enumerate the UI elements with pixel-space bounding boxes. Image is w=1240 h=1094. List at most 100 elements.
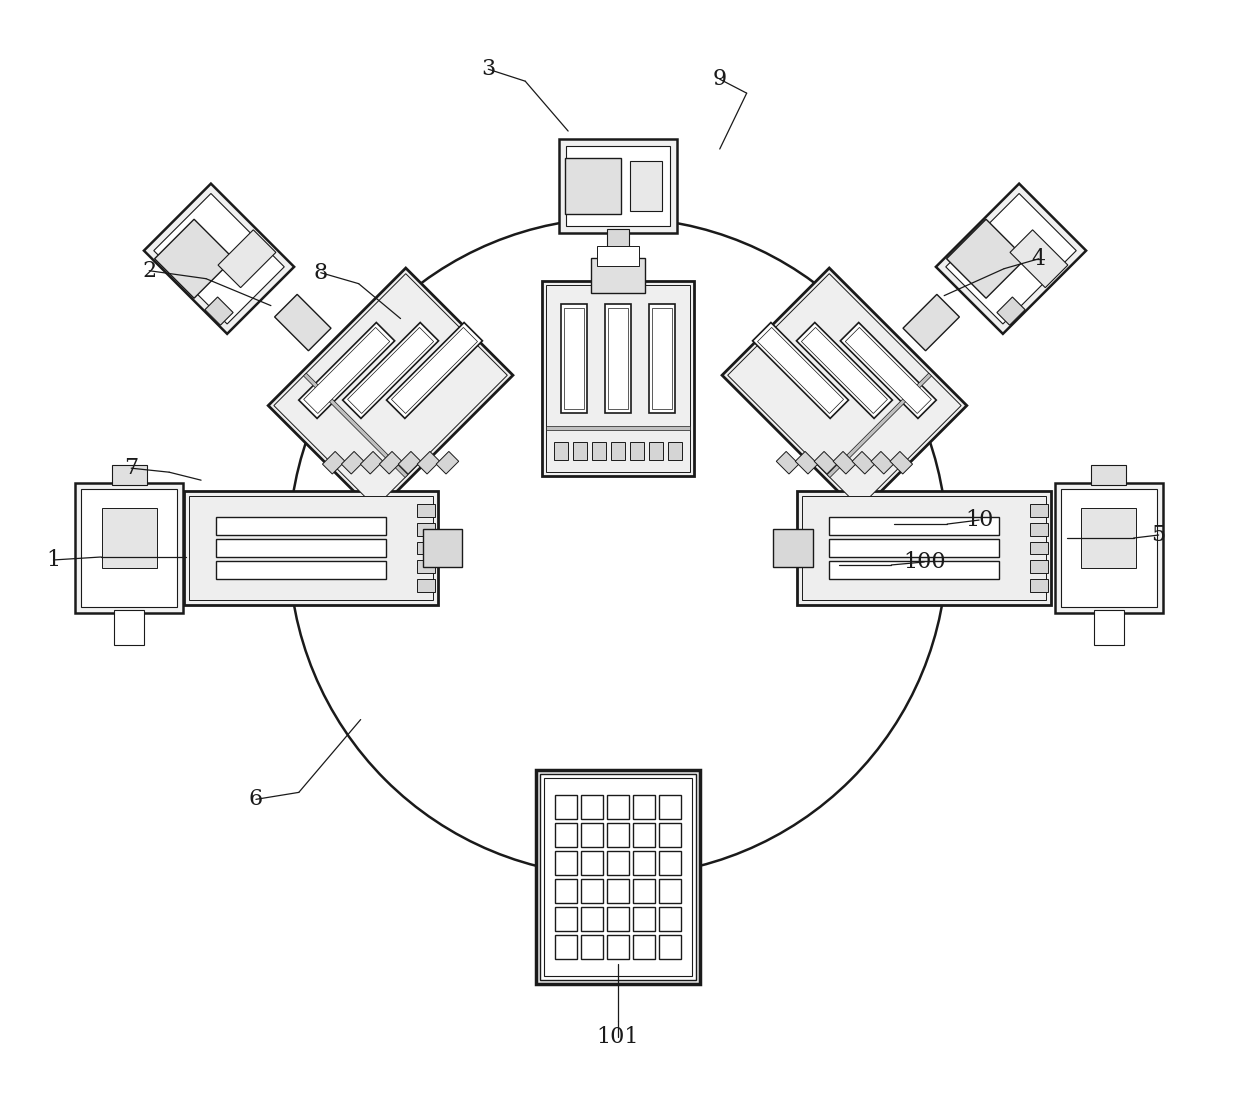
Text: 6: 6	[249, 789, 263, 811]
Polygon shape	[801, 327, 888, 414]
Polygon shape	[556, 880, 577, 903]
Polygon shape	[630, 442, 644, 459]
Polygon shape	[361, 452, 383, 474]
Polygon shape	[539, 773, 697, 980]
Polygon shape	[82, 489, 177, 607]
Polygon shape	[946, 194, 1076, 324]
Polygon shape	[114, 610, 144, 645]
Text: 101: 101	[596, 1026, 640, 1048]
Polygon shape	[946, 219, 1025, 299]
Polygon shape	[591, 442, 606, 459]
Polygon shape	[1081, 508, 1136, 568]
Polygon shape	[830, 561, 999, 579]
Polygon shape	[392, 327, 477, 414]
Polygon shape	[304, 327, 389, 414]
Polygon shape	[632, 907, 655, 931]
Polygon shape	[546, 286, 689, 472]
Polygon shape	[608, 230, 629, 247]
Text: 9: 9	[713, 68, 727, 90]
Text: 4: 4	[1032, 247, 1047, 270]
Polygon shape	[632, 935, 655, 959]
Polygon shape	[556, 824, 577, 847]
Polygon shape	[556, 935, 577, 959]
Polygon shape	[567, 146, 670, 226]
Text: 2: 2	[143, 259, 156, 281]
Polygon shape	[758, 327, 843, 414]
Polygon shape	[802, 496, 1047, 601]
Polygon shape	[797, 490, 1052, 605]
Polygon shape	[582, 824, 603, 847]
Polygon shape	[596, 246, 639, 266]
Polygon shape	[436, 452, 459, 474]
Polygon shape	[554, 442, 568, 459]
Polygon shape	[582, 935, 603, 959]
Text: 10: 10	[965, 509, 993, 531]
Polygon shape	[997, 296, 1025, 325]
Polygon shape	[417, 580, 435, 592]
Polygon shape	[559, 139, 677, 233]
Polygon shape	[608, 880, 629, 903]
Polygon shape	[1094, 610, 1123, 645]
Polygon shape	[608, 935, 629, 959]
Polygon shape	[542, 281, 694, 476]
Polygon shape	[1091, 465, 1126, 485]
Polygon shape	[852, 452, 874, 474]
Text: 5: 5	[1152, 524, 1166, 546]
Polygon shape	[1030, 560, 1048, 573]
Polygon shape	[564, 307, 584, 409]
Polygon shape	[753, 323, 848, 418]
Polygon shape	[649, 304, 675, 414]
Polygon shape	[562, 304, 587, 414]
Polygon shape	[630, 161, 662, 211]
Polygon shape	[608, 851, 629, 875]
Polygon shape	[218, 230, 275, 288]
Polygon shape	[582, 907, 603, 931]
Polygon shape	[652, 307, 672, 409]
Polygon shape	[632, 824, 655, 847]
Text: 100: 100	[903, 551, 946, 573]
Polygon shape	[903, 294, 960, 351]
Polygon shape	[417, 503, 435, 516]
Polygon shape	[274, 294, 331, 351]
Polygon shape	[658, 795, 681, 819]
Polygon shape	[556, 851, 577, 875]
Text: 8: 8	[314, 261, 327, 283]
Polygon shape	[890, 452, 913, 474]
Text: 7: 7	[124, 457, 139, 479]
Polygon shape	[546, 426, 689, 430]
Polygon shape	[543, 778, 692, 977]
Polygon shape	[841, 323, 936, 418]
Polygon shape	[379, 452, 402, 474]
Polygon shape	[830, 539, 999, 557]
Polygon shape	[565, 158, 621, 213]
Polygon shape	[573, 442, 587, 459]
Polygon shape	[76, 484, 184, 613]
Polygon shape	[417, 452, 440, 474]
Polygon shape	[632, 851, 655, 875]
Polygon shape	[188, 496, 433, 601]
Polygon shape	[936, 184, 1086, 334]
Polygon shape	[274, 274, 507, 508]
Polygon shape	[773, 529, 812, 567]
Polygon shape	[1030, 523, 1048, 536]
Polygon shape	[846, 327, 931, 414]
Polygon shape	[833, 452, 856, 474]
Polygon shape	[870, 452, 894, 474]
Polygon shape	[341, 452, 365, 474]
Polygon shape	[216, 561, 386, 579]
Polygon shape	[304, 373, 408, 477]
Polygon shape	[830, 517, 999, 535]
Polygon shape	[722, 268, 967, 513]
Polygon shape	[632, 795, 655, 819]
Polygon shape	[590, 258, 646, 293]
Polygon shape	[556, 795, 577, 819]
Polygon shape	[322, 452, 345, 474]
Polygon shape	[658, 824, 681, 847]
Polygon shape	[205, 296, 233, 325]
Polygon shape	[144, 184, 294, 334]
Polygon shape	[347, 327, 434, 414]
Polygon shape	[658, 935, 681, 959]
Polygon shape	[649, 442, 663, 459]
Polygon shape	[608, 907, 629, 931]
Polygon shape	[608, 307, 627, 409]
